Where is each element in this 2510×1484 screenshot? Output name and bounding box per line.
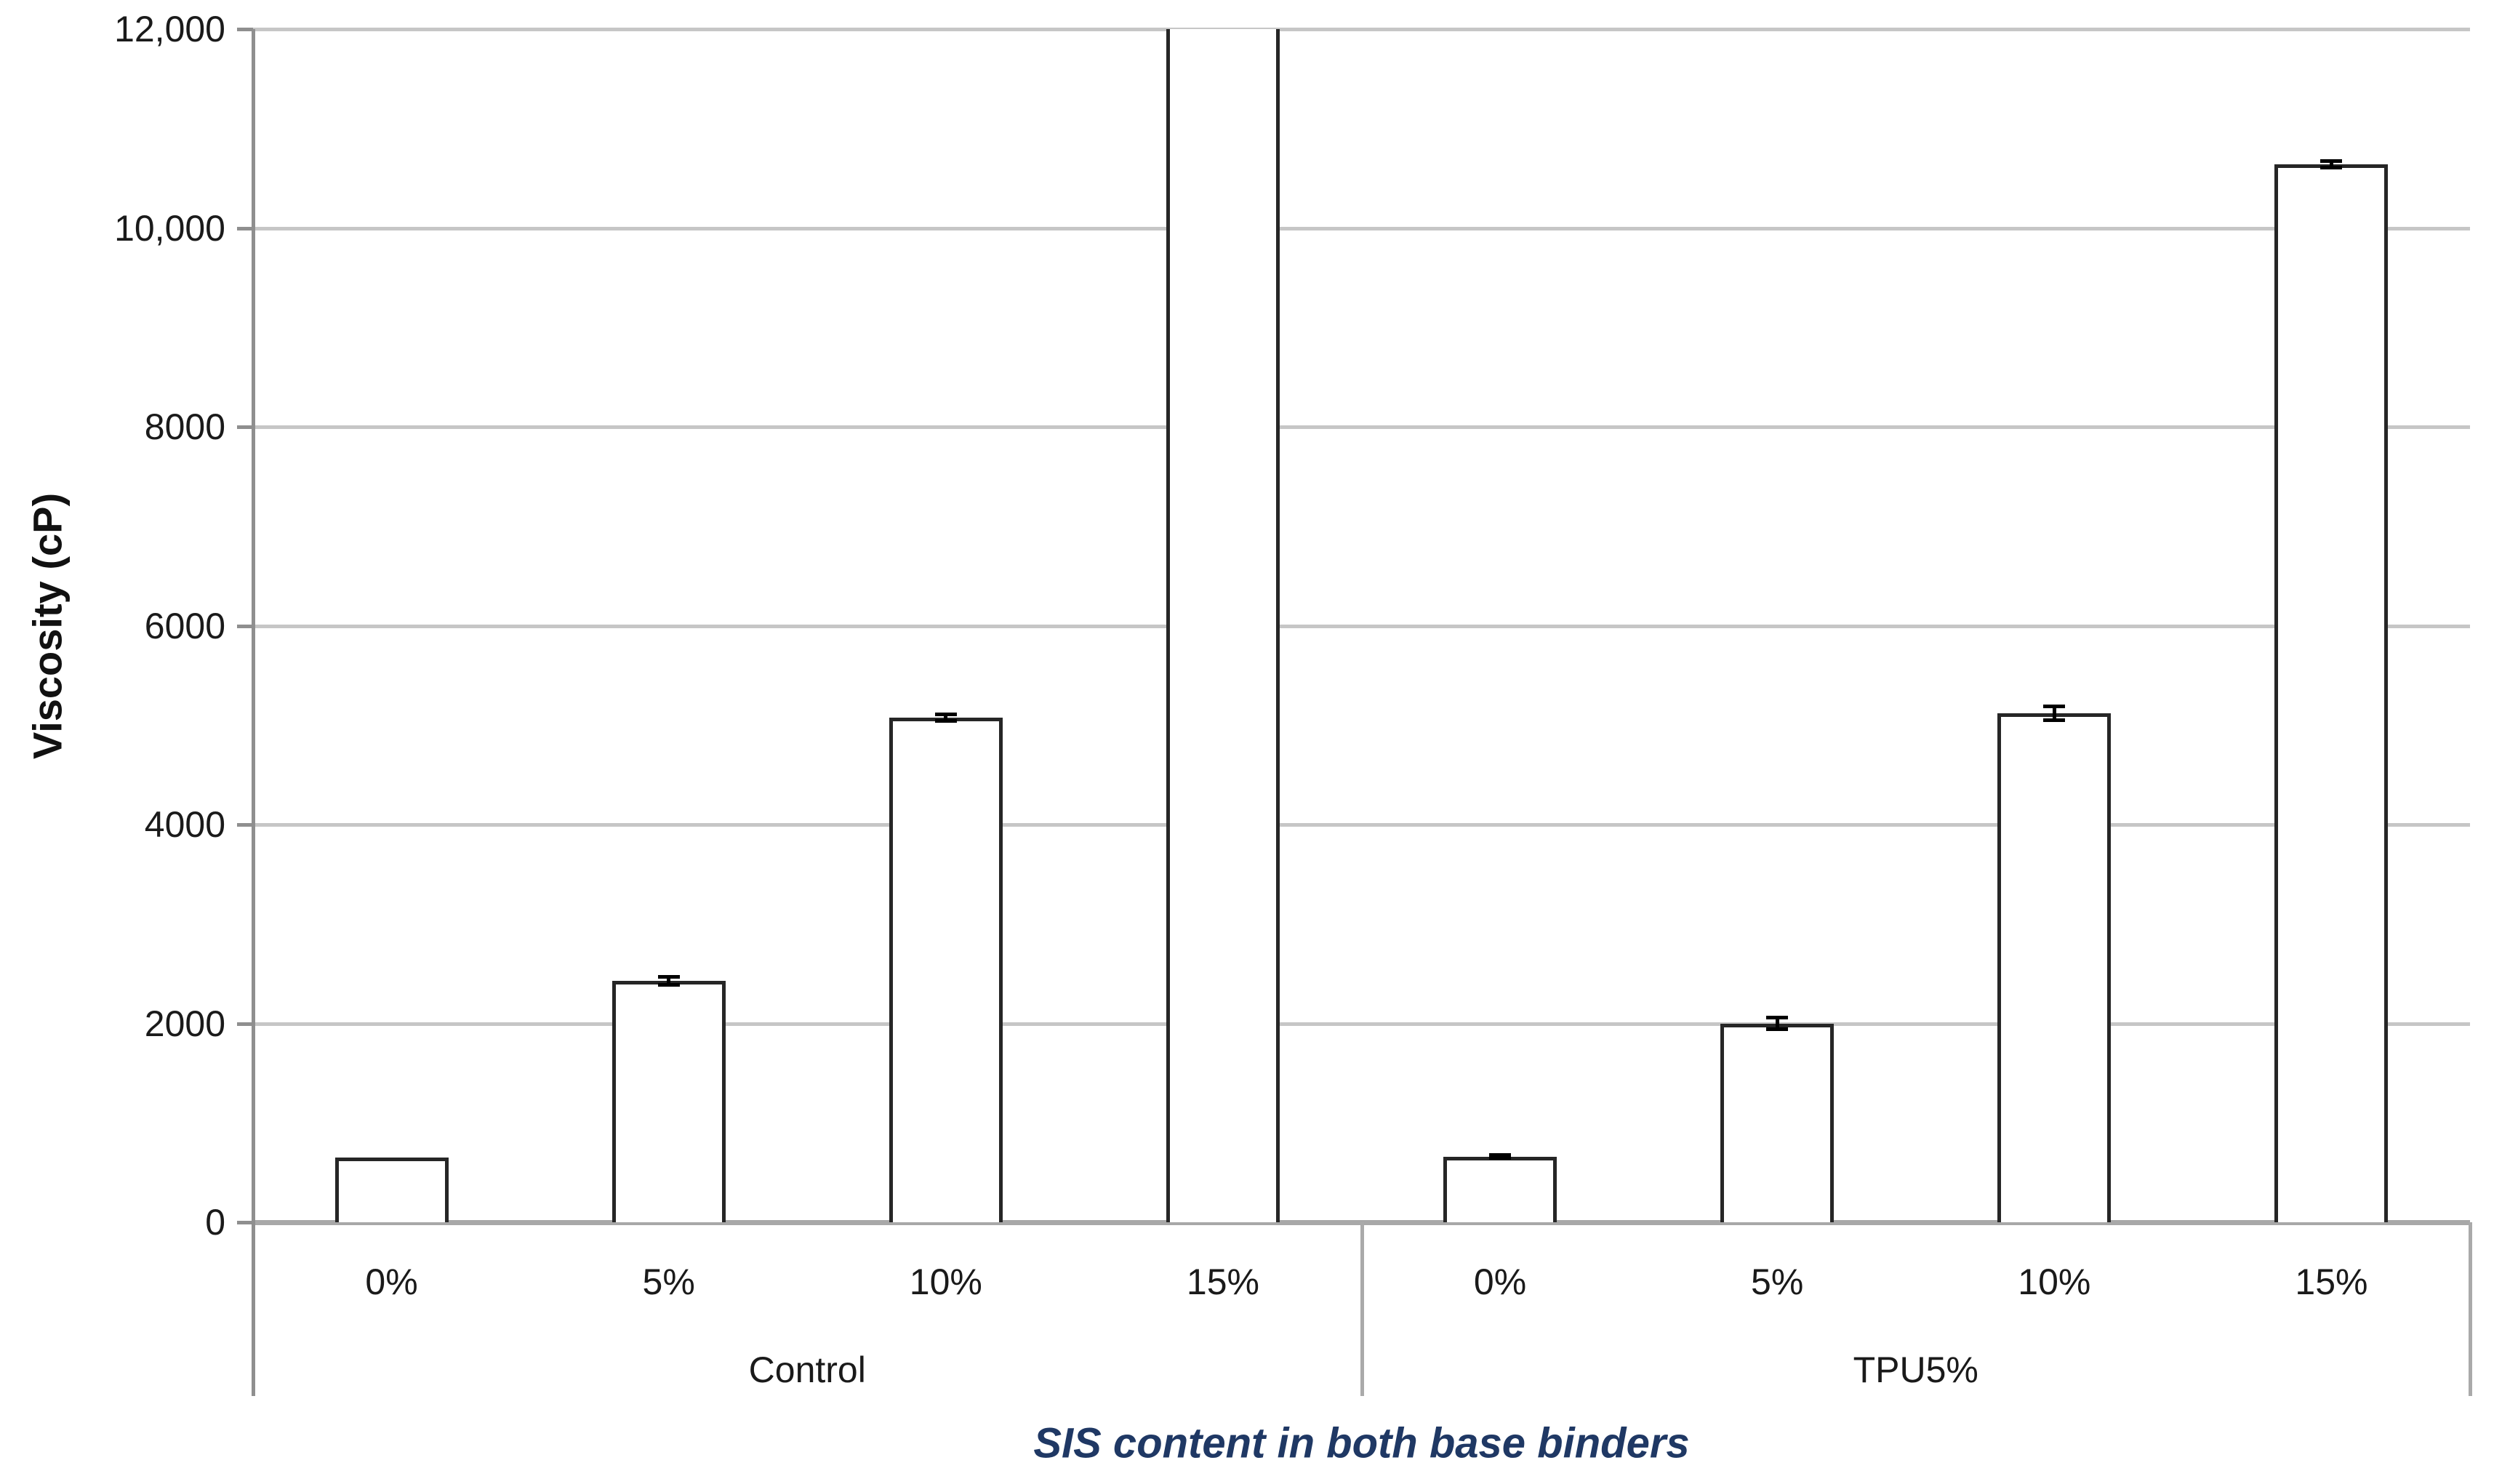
bar-Control-0%: [334, 1158, 449, 1222]
error-bar-line: [2052, 705, 2056, 721]
group-label-Control: Control: [748, 1349, 866, 1390]
group-separator: [1360, 1222, 1364, 1396]
category-label: 10%: [909, 1262, 982, 1302]
y-tick-label-2000: 2000: [144, 1003, 225, 1044]
group-separator: [2469, 1222, 2472, 1396]
y-tick-mark-0: [237, 1221, 253, 1224]
y-gridline-2000: [253, 1022, 2470, 1026]
bar-TPU5%-10%: [1997, 713, 2112, 1222]
y-tick-mark-12000: [237, 28, 253, 31]
category-label: 0%: [1473, 1262, 1527, 1302]
error-bar-cap-top: [1489, 1153, 1512, 1157]
category-label: 5%: [1751, 1262, 1804, 1302]
category-label: 15%: [1186, 1262, 1259, 1302]
error-bar-cap-top: [934, 712, 957, 716]
y-gridline-12000: [253, 28, 2470, 31]
error-bar-cap-bottom: [2320, 166, 2343, 170]
category-label: 10%: [2018, 1262, 2091, 1302]
error-bar-line: [2329, 160, 2333, 169]
error-bar-line: [944, 713, 948, 722]
error-bar-cap-bottom: [657, 982, 680, 987]
error-bar-cap-top: [2320, 159, 2343, 163]
bar-Control-15%: [1166, 29, 1280, 1222]
y-tick-label-8000: 8000: [144, 406, 225, 447]
y-tick-label-0: 0: [205, 1202, 225, 1243]
y-tick-label-6000: 6000: [144, 605, 225, 646]
category-label: 0%: [365, 1262, 418, 1302]
bar-TPU5%-5%: [1720, 1023, 1835, 1222]
y-tick-mark-4000: [237, 823, 253, 827]
y-tick-mark-2000: [237, 1022, 253, 1026]
error-bar-cap-bottom: [1489, 1156, 1512, 1160]
bar-Control-5%: [612, 980, 726, 1222]
y-gridline-4000: [253, 823, 2470, 827]
bar-TPU5%-0%: [1443, 1156, 1557, 1222]
y-tick-label-10000: 10,000: [114, 207, 225, 249]
y-tick-mark-6000: [237, 624, 253, 628]
error-bar-cap-bottom: [1766, 1027, 1789, 1031]
error-bar-cap-bottom: [2043, 718, 2066, 723]
y-tick-label-12000: 12,000: [114, 9, 225, 49]
category-label: 15%: [2295, 1262, 2368, 1302]
x-axis-title: SIS content in both base binders: [1033, 1419, 1690, 1467]
y-gridline-8000: [253, 425, 2470, 429]
error-bar-cap-top: [1766, 1016, 1789, 1020]
error-bar-cap-top: [2043, 704, 2066, 708]
y-tick-label-4000: 4000: [144, 804, 225, 845]
y-tick-mark-10000: [237, 226, 253, 230]
error-bar-cap-top: [657, 974, 680, 979]
bar-Control-10%: [889, 717, 1003, 1222]
group-label-TPU5%: TPU5%: [1853, 1349, 1978, 1390]
error-bar-line: [667, 976, 671, 985]
y-gridline-10000: [253, 226, 2470, 230]
category-label: 5%: [642, 1262, 695, 1302]
y-tick-mark-8000: [237, 425, 253, 429]
bar-TPU5%-15%: [2274, 164, 2389, 1222]
y-gridline-6000: [253, 624, 2470, 628]
y-axis-line: [252, 29, 255, 1396]
error-bar-line: [1775, 1017, 1779, 1030]
error-bar-cap-bottom: [934, 719, 957, 723]
